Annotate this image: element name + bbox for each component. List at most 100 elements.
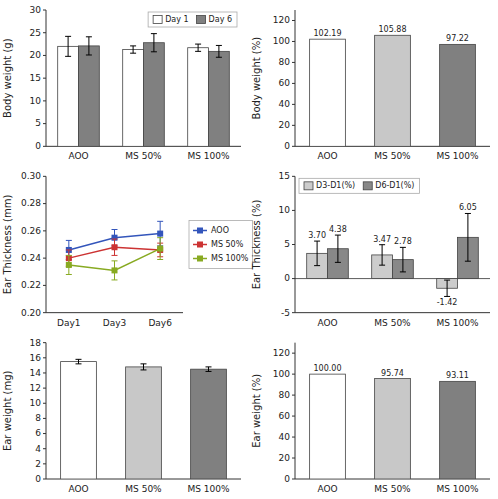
y-tick-label: 14 [30, 368, 42, 378]
y-axis-line [295, 176, 296, 312]
y-axis-line [46, 10, 47, 146]
error-cap [444, 280, 450, 281]
x-tick-label: AOO [317, 318, 337, 328]
error-cap [130, 53, 136, 54]
panel: 020406080100120Ear weight (%)AOOMS 50%MS… [251, 343, 490, 494]
error-stem [402, 247, 403, 272]
error-stem [218, 45, 219, 57]
error-cap [112, 229, 118, 230]
y-tick-label: 0.22 [21, 280, 41, 290]
y-tick-label: 25 [30, 28, 41, 38]
error-stem [78, 359, 79, 364]
error-stem [447, 280, 448, 296]
error-cap [86, 54, 92, 55]
y-tick-label: 10 [279, 205, 291, 215]
y-tick-label: 60 [279, 78, 291, 88]
error-bar [65, 36, 71, 56]
data-label: 6.05 [459, 203, 477, 212]
error-cap [465, 213, 471, 214]
legend-label: D6-D1(%) [375, 181, 414, 190]
y-tick-label: 0 [35, 141, 41, 151]
y-tick-label: 100 [273, 369, 290, 379]
error-cap [76, 363, 82, 364]
error-cap [66, 274, 72, 275]
legend-box [148, 12, 237, 27]
error-bar [379, 245, 385, 265]
x-tick-label: MS 50% [374, 484, 411, 494]
y-axis-line [295, 10, 296, 146]
x-tick-label: MS 50% [374, 318, 411, 328]
marker [112, 244, 118, 250]
error-cap [112, 255, 118, 256]
error-bar [112, 239, 118, 255]
y-tick-label: 15 [30, 73, 41, 83]
x-tick-label: MS 100% [436, 484, 479, 494]
data-label: 97.22 [446, 34, 469, 43]
y-tick-label: 5 [284, 239, 290, 249]
panel: 024681012141618Ear weight (mg)AOOMS 50%M… [2, 338, 241, 494]
x-tick-label: AOO [317, 151, 337, 161]
bar [310, 39, 346, 146]
error-bar [86, 37, 92, 55]
y-tick-label: -5 [281, 308, 290, 318]
error-cap [66, 240, 72, 241]
y-tick-label: 30 [30, 5, 42, 15]
x-tick-label: AOO [68, 151, 88, 161]
x-tick-label: MS 100% [187, 484, 230, 494]
error-bar [141, 364, 147, 370]
error-cap [314, 265, 320, 266]
legend-items: AOOMS 50%MS 100% [193, 226, 249, 263]
error-bar [400, 247, 406, 272]
error-cap [465, 261, 471, 262]
y-axis: 020406080100120 [273, 10, 490, 151]
error-cap [216, 57, 222, 58]
error-cap [314, 241, 320, 242]
error-cap [379, 265, 385, 266]
y-tick-label: 80 [279, 57, 291, 67]
error-stem [467, 213, 468, 261]
error-cap [206, 371, 212, 372]
panel: 020406080100120Body weight (%)AOOMS 50%M… [251, 10, 490, 161]
error-bar [206, 367, 212, 372]
x-tick-label: MS 100% [436, 151, 479, 161]
data-labels: 102.19105.8897.22 [314, 25, 469, 43]
legend-swatch [153, 16, 162, 24]
bar [123, 50, 144, 147]
plot-area [310, 35, 476, 146]
data-label: -1.42 [437, 298, 458, 307]
y-axis-label: Body weight (%) [251, 37, 262, 120]
y-axis-label: Ear Thickness (%) [251, 200, 262, 290]
y-tick-label: 16 [30, 353, 42, 363]
error-cap [206, 366, 212, 367]
panel: -5051015Ear Thickness (%)AOOMS 50%MS 100… [251, 171, 490, 327]
error-cap [216, 45, 222, 46]
error-cap [151, 51, 157, 52]
error-cap [195, 51, 201, 52]
legend-label: AOO [211, 226, 229, 235]
plot-area [66, 221, 163, 280]
error-cap [86, 36, 92, 37]
legend-swatch [363, 182, 372, 190]
y-axis-label: Ear Thickness (mm) [2, 195, 13, 295]
x-tick-label: MS 50% [125, 151, 162, 161]
bar [440, 44, 476, 146]
y-tick-label: 0 [35, 474, 41, 484]
error-bar [157, 238, 163, 260]
y-axis-label: Ear weight (mg) [2, 370, 13, 451]
plot-area [58, 34, 230, 147]
error-bar [195, 44, 201, 51]
bar [58, 46, 79, 146]
error-stem [208, 367, 209, 372]
y-tick-label: 120 [273, 15, 290, 25]
error-bar [314, 241, 320, 266]
y-tick-label: 10 [30, 96, 42, 106]
data-labels: 3.703.47-1.424.382.786.05 [308, 203, 477, 307]
error-cap [335, 262, 341, 263]
y-axis: 0.200.220.240.260.280.30 [21, 171, 183, 317]
plot-area [310, 374, 476, 479]
y-tick-label: 2 [35, 459, 41, 469]
legend-box [189, 221, 252, 269]
y-tick-label: 40 [279, 432, 291, 442]
data-label: 2.78 [394, 237, 412, 246]
y-tick-label: 0 [284, 273, 290, 283]
